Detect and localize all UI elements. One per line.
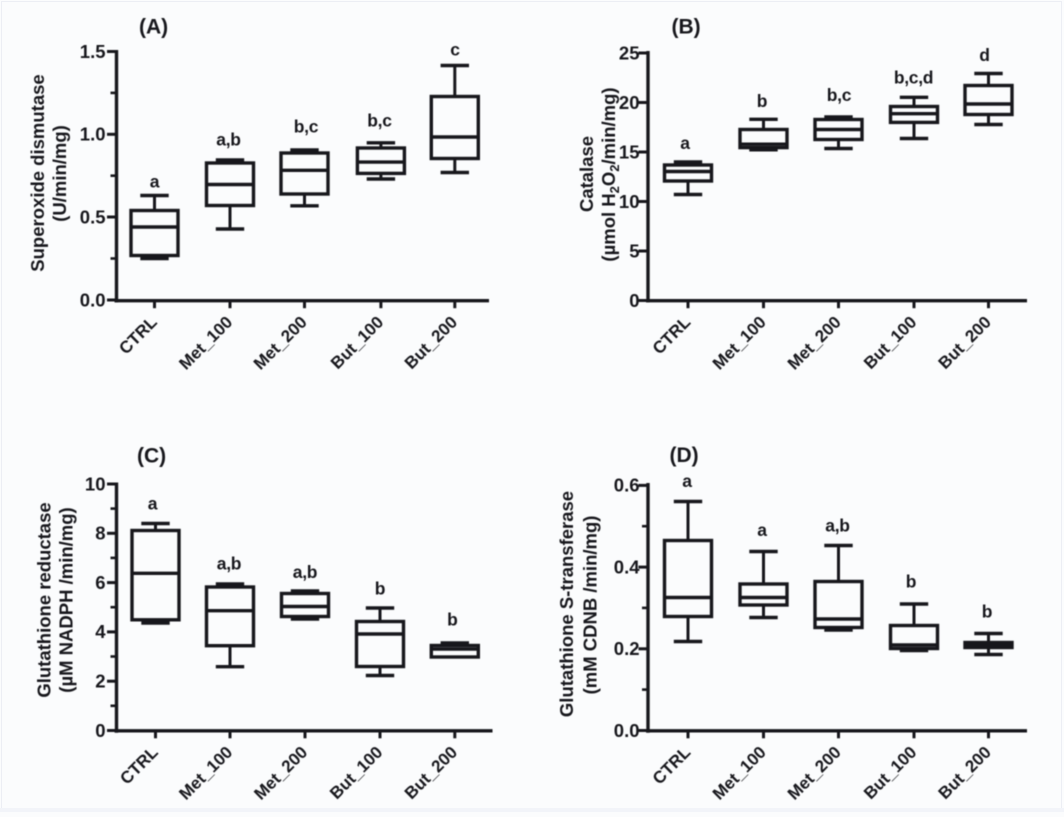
svg-text:CTRL: CTRL xyxy=(649,313,694,358)
svg-text:Catalase: Catalase xyxy=(576,136,597,212)
svg-text:0.6: 0.6 xyxy=(614,475,640,496)
svg-text:Met_100: Met_100 xyxy=(175,313,236,374)
svg-text:b,c,d: b,c,d xyxy=(894,68,933,88)
svg-text:(C): (C) xyxy=(137,445,166,468)
svg-text:Superoxide dismutase: Superoxide dismutase xyxy=(27,74,48,271)
svg-text:a,b: a,b xyxy=(216,130,240,150)
svg-text:0: 0 xyxy=(95,720,105,741)
svg-text:Met_200: Met_200 xyxy=(250,743,311,804)
svg-text:b: b xyxy=(375,579,385,599)
svg-text:0.0: 0.0 xyxy=(80,289,106,310)
svg-text:(D): (D) xyxy=(670,444,699,467)
svg-text:But_100: But_100 xyxy=(860,313,920,373)
svg-text:(µmol H2O2/min/mg): (µmol H2O2/min/mg) xyxy=(598,87,622,261)
svg-text:0.4: 0.4 xyxy=(614,556,640,577)
svg-text:CTRL: CTRL xyxy=(116,743,161,788)
svg-text:6: 6 xyxy=(95,572,105,593)
svg-text:Met_200: Met_200 xyxy=(784,313,845,374)
svg-text:CTRL: CTRL xyxy=(649,743,694,788)
svg-text:0.2: 0.2 xyxy=(614,638,640,659)
svg-text:a: a xyxy=(757,520,767,540)
svg-text:25: 25 xyxy=(619,42,640,63)
svg-text:Met_100: Met_100 xyxy=(709,743,770,804)
svg-text:0.5: 0.5 xyxy=(80,206,106,227)
svg-text:But_200: But_200 xyxy=(401,313,461,373)
svg-text:b: b xyxy=(447,610,457,630)
svg-text:1.5: 1.5 xyxy=(80,41,106,62)
svg-text:Met_200: Met_200 xyxy=(784,743,845,804)
svg-text:Met_100: Met_100 xyxy=(175,743,236,804)
svg-text:a,b: a,b xyxy=(217,554,241,574)
svg-text:But_200: But_200 xyxy=(935,313,995,373)
svg-text:5: 5 xyxy=(629,240,639,261)
svg-text:b,c: b,c xyxy=(367,111,392,131)
svg-text:1.0: 1.0 xyxy=(80,124,106,145)
svg-text:But_200: But_200 xyxy=(401,743,461,803)
svg-text:2: 2 xyxy=(95,671,105,692)
svg-text:a: a xyxy=(682,471,692,491)
svg-text:Glutathione S-transferase: Glutathione S-transferase xyxy=(556,491,577,717)
svg-text:(mM CDNB /min/mg): (mM CDNB /min/mg) xyxy=(580,516,601,695)
svg-text:b: b xyxy=(982,602,992,622)
svg-text:10: 10 xyxy=(85,473,106,494)
svg-text:c: c xyxy=(450,40,460,60)
svg-text:(U/min/mg): (U/min/mg) xyxy=(49,125,70,222)
svg-text:Glutathione reductase: Glutathione reductase xyxy=(34,502,55,697)
svg-text:But_100: But_100 xyxy=(326,743,386,803)
svg-text:But_100: But_100 xyxy=(860,743,920,803)
svg-text:b: b xyxy=(906,572,916,592)
svg-text:d: d xyxy=(979,45,989,65)
svg-text:Met_100: Met_100 xyxy=(709,313,770,374)
svg-text:Met_200: Met_200 xyxy=(250,313,311,374)
svg-text:b,c: b,c xyxy=(827,85,852,105)
svg-text:a: a xyxy=(150,172,160,192)
svg-text:4: 4 xyxy=(95,621,106,642)
svg-text:(A): (A) xyxy=(139,16,168,39)
svg-text:15: 15 xyxy=(619,141,640,162)
svg-text:10: 10 xyxy=(619,191,640,212)
svg-text:But_200: But_200 xyxy=(935,743,995,803)
svg-text:a: a xyxy=(680,133,690,153)
svg-text:8: 8 xyxy=(95,523,105,544)
svg-text:But_100: But_100 xyxy=(327,313,387,373)
svg-text:20: 20 xyxy=(619,92,640,113)
svg-text:a,b: a,b xyxy=(293,562,317,582)
svg-text:a,b: a,b xyxy=(825,516,849,536)
svg-text:b: b xyxy=(757,91,767,111)
svg-text:(µM NADPH /min/mg): (µM NADPH /min/mg) xyxy=(56,507,77,692)
svg-text:(B): (B) xyxy=(672,16,701,39)
svg-text:CTRL: CTRL xyxy=(115,313,160,358)
svg-text:0: 0 xyxy=(629,290,639,311)
svg-text:0.0: 0.0 xyxy=(614,720,640,741)
svg-text:a: a xyxy=(148,494,158,514)
svg-text:b,c: b,c xyxy=(294,117,319,137)
